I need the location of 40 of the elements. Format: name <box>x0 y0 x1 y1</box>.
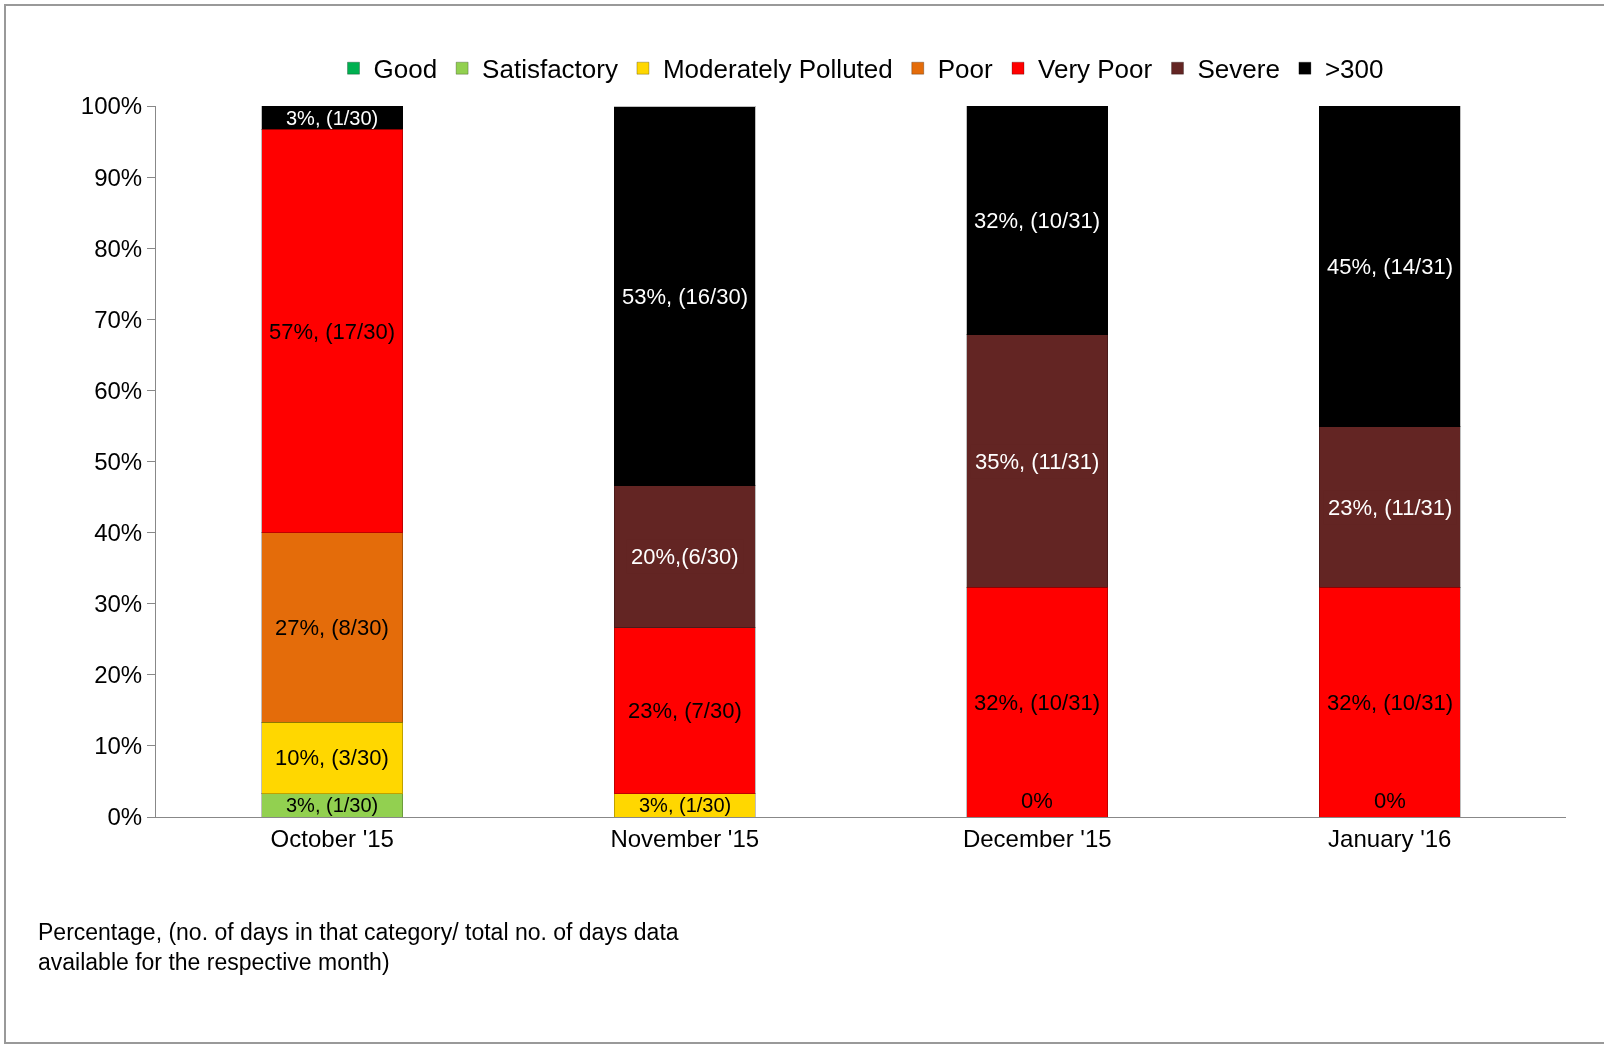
data-label: 57%, (17/30) <box>269 319 395 344</box>
data-label: 32%, (10/31) <box>974 208 1100 233</box>
data-label: 20%,(6/30) <box>631 544 739 569</box>
data-label: 23%, (7/30) <box>628 698 742 723</box>
data-label: 10%, (3/30) <box>275 745 389 770</box>
legend-label: Satisfactory <box>482 54 618 85</box>
y-tick-label: 50% <box>94 447 143 475</box>
legend-label: Severe <box>1197 54 1280 85</box>
x-tick-label: October '15 <box>270 824 394 852</box>
data-label: 32%, (10/31) <box>974 690 1100 715</box>
legend-label: Good <box>373 54 438 85</box>
data-label: 3%, (1/30) <box>639 794 732 816</box>
data-label: 27%, (8/30) <box>275 615 389 640</box>
y-tick-label: 70% <box>94 305 143 333</box>
data-label: 23%, (11/31) <box>1328 495 1453 520</box>
data-label: 3%, (1/30) <box>286 794 379 816</box>
y-tick-label: 60% <box>94 376 143 404</box>
x-tick-label: January '16 <box>1328 824 1452 852</box>
data-label: 32%, (10/31) <box>1327 690 1453 715</box>
legend-label: Very Poor <box>1038 54 1153 85</box>
y-tick-label: 100% <box>80 92 143 120</box>
annotation: 0% <box>1021 788 1053 813</box>
x-tick-label: November '15 <box>610 824 760 852</box>
y-tick-label: 40% <box>94 519 143 546</box>
y-tick-label: 10% <box>94 732 143 760</box>
y-tick-label: 90% <box>94 163 143 191</box>
legend-label: Moderately Polluted <box>662 54 893 85</box>
data-label: 45%, (14/31) <box>1327 254 1453 279</box>
y-tick-label: 30% <box>94 590 143 618</box>
data-label: 53%, (16/30) <box>622 284 748 309</box>
x-tick-label: December '15 <box>962 824 1112 852</box>
data-label: 35%, (11/31) <box>975 449 1100 474</box>
y-tick-label: 80% <box>94 234 143 262</box>
legend-label: >300 <box>1324 54 1384 85</box>
annotation: 0% <box>1374 788 1406 813</box>
y-tick-label: 20% <box>94 661 143 689</box>
legend-label: Poor <box>937 54 994 85</box>
text: Percentage, (no. of days in that category/ total no. of days data available for the respective month) <box>38 919 679 975</box>
y-tick-label: 0% <box>107 803 143 831</box>
data-label: 3%, (1/30) <box>286 107 379 129</box>
